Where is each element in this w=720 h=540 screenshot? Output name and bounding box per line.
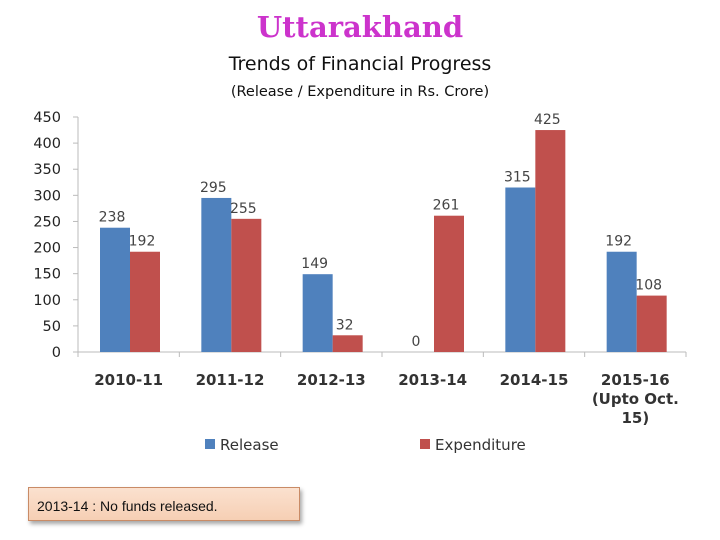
chart-subtitle: Trends of Financial Progress bbox=[228, 53, 492, 75]
x-tick-label: 2013-14 bbox=[398, 371, 467, 389]
chart-title: Uttarakhand bbox=[256, 10, 464, 44]
bar-expenditure-0 bbox=[130, 251, 160, 352]
data-label: 295 bbox=[200, 180, 227, 196]
x-tick-label: 2014-15 bbox=[500, 371, 569, 389]
data-label: 425 bbox=[534, 112, 561, 128]
data-label: 32 bbox=[336, 317, 354, 333]
data-label: 192 bbox=[605, 234, 632, 250]
y-tick-label: 100 bbox=[33, 293, 61, 309]
bar-expenditure-2 bbox=[332, 335, 363, 352]
data-label: 261 bbox=[433, 198, 460, 214]
data-label: 0 bbox=[412, 334, 421, 350]
y-tick-label: 450 bbox=[33, 110, 61, 126]
bar-release-5 bbox=[606, 251, 637, 352]
y-tick-label: 300 bbox=[33, 188, 61, 204]
y-tick-label: 200 bbox=[33, 241, 61, 257]
y-tick-label: 50 bbox=[43, 319, 61, 335]
y-tick-label: 150 bbox=[33, 267, 61, 283]
bar-release-0 bbox=[100, 227, 130, 352]
y-tick-label: 400 bbox=[33, 136, 61, 152]
note-box: 2013-14 : No funds released. bbox=[28, 487, 300, 521]
legend-label-expenditure: Expenditure bbox=[435, 436, 526, 454]
data-label: 149 bbox=[301, 256, 328, 272]
y-tick-label: 350 bbox=[33, 162, 61, 178]
units-label: (Release / Expenditure in Rs. Crore) bbox=[230, 84, 490, 100]
bar-release-2 bbox=[302, 274, 333, 352]
data-label: 238 bbox=[99, 210, 126, 226]
legend-swatch-release bbox=[205, 439, 215, 449]
legend-label-release: Release bbox=[220, 436, 279, 454]
y-tick-label: 0 bbox=[52, 345, 61, 361]
data-label: 255 bbox=[230, 201, 257, 217]
x-tick-label: 2010-11 bbox=[94, 371, 163, 389]
bar-release-1 bbox=[201, 197, 232, 352]
data-label: 192 bbox=[129, 234, 156, 250]
data-label: 315 bbox=[504, 170, 531, 186]
data-label: 108 bbox=[635, 278, 662, 294]
x-tick-label: 2015-16 (Upto Oct. 15) bbox=[592, 371, 679, 427]
x-tick-label: 2011-12 bbox=[196, 371, 265, 389]
bar-expenditure-3 bbox=[434, 215, 464, 352]
bar-expenditure-5 bbox=[636, 295, 667, 352]
bar-expenditure-1 bbox=[231, 218, 262, 352]
y-tick-label: 250 bbox=[33, 214, 61, 230]
note-text: 2013-14 : No funds released. bbox=[37, 498, 218, 514]
x-tick-label: 2012-13 bbox=[297, 371, 366, 389]
bar-expenditure-4 bbox=[535, 130, 566, 352]
legend-swatch-expenditure bbox=[420, 439, 430, 449]
bar-release-4 bbox=[505, 187, 536, 352]
